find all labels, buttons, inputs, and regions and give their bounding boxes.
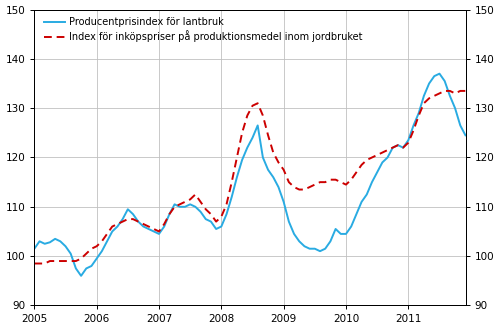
Producentprisindex för lantbruk [78,274,84,278]
Producentprisindex för lantbruk [228,195,234,199]
Index för inköpspriser på produktionsmedel inom jordbruket [380,150,386,154]
Index för inköpspriser på produktionsmedel inom jordbruket [244,114,250,117]
Producentprisindex för lantbruk [58,239,64,243]
Index för inköpspriser på produktionsmedel inom jordbruket [358,163,364,167]
Producentprisindex för lantbruk [364,192,370,196]
Legend: Producentprisindex för lantbruk, Index för inköpspriser på produktionsmedel inom: Producentprisindex för lantbruk, Index f… [40,14,366,46]
Index för inköpspriser på produktionsmedel inom jordbruket [32,261,38,265]
Line: Index för inköpspriser på produktionsmedel inom jordbruket: Index för inköpspriser på produktionsmed… [34,91,466,263]
Producentprisindex för lantbruk [32,247,38,251]
Producentprisindex för lantbruk [384,155,390,159]
Producentprisindex för lantbruk [462,133,468,137]
Index för inköpspriser på produktionsmedel inom jordbruket [442,89,448,93]
Line: Producentprisindex för lantbruk: Producentprisindex för lantbruk [34,74,466,276]
Producentprisindex för lantbruk [250,136,256,140]
Index för inköpspriser på produktionsmedel inom jordbruket [36,261,43,265]
Producentprisindex för lantbruk [436,72,442,76]
Producentprisindex för lantbruk [36,239,43,243]
Index för inköpspriser på produktionsmedel inom jordbruket [462,89,468,93]
Index för inköpspriser på produktionsmedel inom jordbruket [58,259,64,263]
Index för inköpspriser på produktionsmedel inom jordbruket [224,202,230,206]
